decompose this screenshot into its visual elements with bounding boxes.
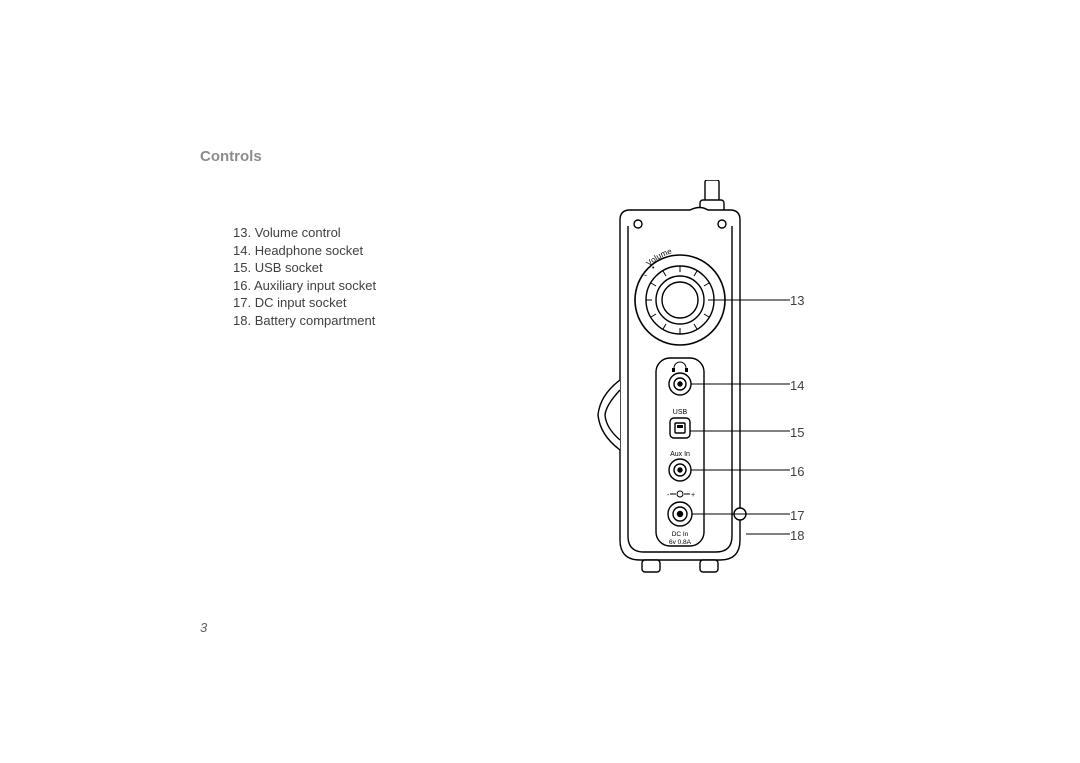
callout-18: 18 [790,528,820,543]
item-label: USB socket [255,260,323,275]
item-number: 13. [233,225,251,240]
item-label: Headphone socket [255,243,363,258]
item-label: DC input socket [255,295,347,310]
dc-label-1: DC In [672,531,689,538]
section-heading: Controls [200,148,262,165]
page-number: 3 [200,620,207,635]
list-item: 15. USB socket [233,259,376,277]
dc-label-2: 6v 0.8A [669,539,692,546]
callout-17: 17 [790,508,820,523]
item-number: 18. [233,313,251,328]
usb-label: USB [673,409,688,416]
callout-numbers: 13 14 15 16 17 18 [790,180,870,580]
callout-15: 15 [790,425,820,440]
list-item: 18. Battery compartment [233,312,376,330]
aux-label: Aux In [670,451,690,458]
svg-text:+: + [691,492,695,499]
item-number: 16. [233,278,251,293]
callout-16: 16 [790,464,820,479]
list-item: 17. DC input socket [233,294,376,312]
list-item: 13. Volume control [233,224,376,242]
item-label: Battery compartment [255,313,376,328]
list-item: 16. Auxiliary input socket [233,277,376,295]
item-label: Auxiliary input socket [254,278,376,293]
svg-text:-: - [644,270,647,280]
manual-page: Controls 13. Volume control 14. Headphon… [0,0,1080,763]
item-number: 14. [233,243,251,258]
callout-14: 14 [790,378,820,393]
device-diagram: Volume - • [590,180,810,580]
item-number: 17. [233,295,251,310]
callout-13: 13 [790,293,820,308]
item-label: Volume control [255,225,341,240]
controls-list: 13. Volume control 14. Headphone socket … [233,224,376,329]
item-number: 15. [233,260,251,275]
list-item: 14. Headphone socket [233,242,376,260]
